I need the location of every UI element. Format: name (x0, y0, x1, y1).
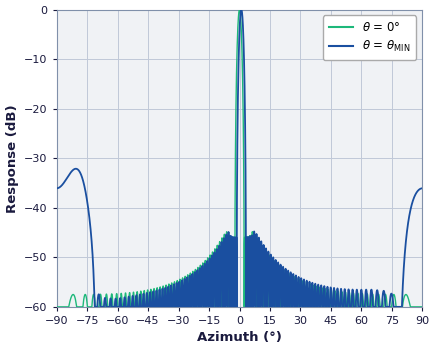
X-axis label: Azimuth (°): Azimuth (°) (197, 331, 281, 344)
Y-axis label: Response (dB): Response (dB) (6, 104, 19, 212)
Legend: $\theta$ = 0°, $\theta$ = $\theta_{\mathregular{MIN}}$: $\theta$ = 0°, $\theta$ = $\theta_{\math… (322, 15, 415, 60)
